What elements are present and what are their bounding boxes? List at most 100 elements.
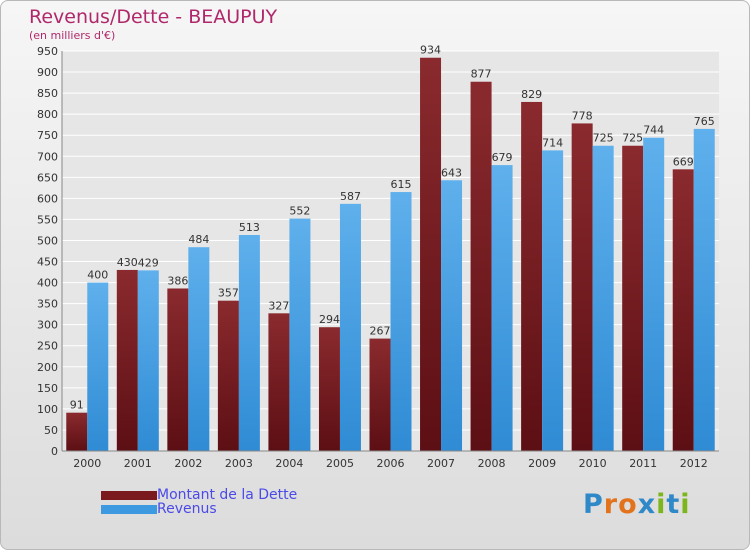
bar-dette xyxy=(116,269,138,451)
value-label-dette: 294 xyxy=(319,313,340,326)
value-label-revenus: 429 xyxy=(138,256,159,269)
bar-revenus xyxy=(491,165,513,451)
y-tick-label: 350 xyxy=(37,298,58,311)
y-tick-label: 100 xyxy=(37,403,58,416)
x-tick-label: 2009 xyxy=(528,457,556,470)
x-tick-label: 2012 xyxy=(680,457,708,470)
value-label-revenus: 714 xyxy=(542,136,563,149)
logo-letter: x xyxy=(637,489,657,520)
y-tick-label: 500 xyxy=(37,234,58,247)
logo-letter: t xyxy=(666,489,681,520)
x-tick-label: 2003 xyxy=(225,457,253,470)
x-tick-label: 2007 xyxy=(427,457,455,470)
y-tick-label: 150 xyxy=(37,382,58,395)
bar-revenus xyxy=(289,218,311,451)
y-tick-label: 850 xyxy=(37,87,58,100)
x-tick-label: 2011 xyxy=(629,457,657,470)
value-label-dette: 934 xyxy=(420,44,441,57)
bar-revenus xyxy=(339,203,361,451)
legend-item-dette: Montant de la Dette xyxy=(101,487,297,503)
y-tick-label: 0 xyxy=(51,445,58,458)
bar-dette xyxy=(470,81,492,451)
x-tick-label: 2002 xyxy=(174,457,202,470)
y-tick-label: 300 xyxy=(37,319,58,332)
legend-swatch-dette xyxy=(101,490,157,500)
bar-revenus xyxy=(137,270,159,451)
value-label-revenus: 587 xyxy=(340,190,361,203)
y-tick-label: 200 xyxy=(37,361,58,374)
logo-letter: i xyxy=(656,489,667,520)
legend-swatch-revenus xyxy=(101,504,157,514)
y-tick-label: 750 xyxy=(37,129,58,142)
value-label-revenus: 744 xyxy=(643,124,664,137)
proxiti-logo: Proxiti xyxy=(583,489,691,520)
bar-revenus xyxy=(542,150,564,452)
logo-letter: i xyxy=(680,489,691,520)
bar-revenus xyxy=(238,235,260,451)
y-tick-label: 700 xyxy=(37,150,58,163)
value-label-dette: 327 xyxy=(268,299,289,312)
bar-revenus xyxy=(188,247,210,451)
value-label-dette: 725 xyxy=(622,132,643,145)
value-label-dette: 430 xyxy=(117,256,138,269)
y-tick-label: 900 xyxy=(37,66,58,79)
value-label-revenus: 484 xyxy=(188,233,209,246)
logo-letter: P xyxy=(583,489,604,520)
bar-dette xyxy=(420,57,442,451)
y-tick-label: 950 xyxy=(37,45,58,58)
value-label-revenus: 513 xyxy=(239,221,260,234)
bar-dette xyxy=(167,288,189,451)
value-label-dette: 669 xyxy=(673,155,694,168)
bar-dette xyxy=(217,300,239,451)
y-tick-label: 650 xyxy=(37,171,58,184)
x-tick-label: 2010 xyxy=(579,457,607,470)
value-label-revenus: 615 xyxy=(391,178,412,191)
y-tick-label: 550 xyxy=(37,213,58,226)
bar-dette xyxy=(622,145,644,451)
y-tick-label: 800 xyxy=(37,108,58,121)
x-tick-label: 2000 xyxy=(73,457,101,470)
logo-letter: r xyxy=(603,489,619,520)
chart-title: Revenus/Dette - BEAUPUY xyxy=(29,6,278,28)
y-tick-label: 450 xyxy=(37,256,58,269)
value-label-dette: 357 xyxy=(218,287,239,300)
bar-dette xyxy=(369,338,391,451)
value-label-dette: 877 xyxy=(471,68,492,81)
bar-dette xyxy=(571,123,593,451)
value-label-revenus: 725 xyxy=(593,132,614,145)
x-tick-label: 2005 xyxy=(326,457,354,470)
x-tick-label: 2008 xyxy=(478,457,506,470)
value-label-dette: 91 xyxy=(70,399,84,412)
value-label-revenus: 765 xyxy=(694,115,715,128)
legend-item-revenus: Revenus xyxy=(101,501,217,517)
y-tick-label: 400 xyxy=(37,277,58,290)
value-label-dette: 778 xyxy=(572,109,593,122)
value-label-dette: 267 xyxy=(370,325,391,338)
chart-subtitle: (en milliers d'€) xyxy=(29,29,116,42)
bar-dette xyxy=(521,101,543,452)
legend-label-dette: Montant de la Dette xyxy=(157,487,298,503)
bar-revenus xyxy=(643,137,665,451)
bar-dette xyxy=(268,313,290,451)
value-label-revenus: 643 xyxy=(441,166,462,179)
bar-dette xyxy=(318,327,340,451)
value-label-revenus: 400 xyxy=(87,269,108,282)
bar-dette xyxy=(672,169,694,451)
value-label-revenus: 552 xyxy=(289,205,310,218)
value-label-dette: 829 xyxy=(521,88,542,101)
value-label-dette: 386 xyxy=(167,274,188,287)
y-tick-label: 250 xyxy=(37,340,58,353)
x-tick-label: 2004 xyxy=(275,457,303,470)
bar-revenus xyxy=(592,145,614,451)
y-tick-label: 600 xyxy=(37,192,58,205)
x-tick-label: 2006 xyxy=(377,457,405,470)
x-tick-label: 2001 xyxy=(124,457,152,470)
bar-revenus xyxy=(693,128,715,451)
y-tick-label: 50 xyxy=(44,424,58,437)
bar-dette xyxy=(66,412,88,451)
legend-label-revenus: Revenus xyxy=(157,501,217,517)
bar-revenus xyxy=(441,180,463,451)
logo-letter: o xyxy=(618,489,638,520)
